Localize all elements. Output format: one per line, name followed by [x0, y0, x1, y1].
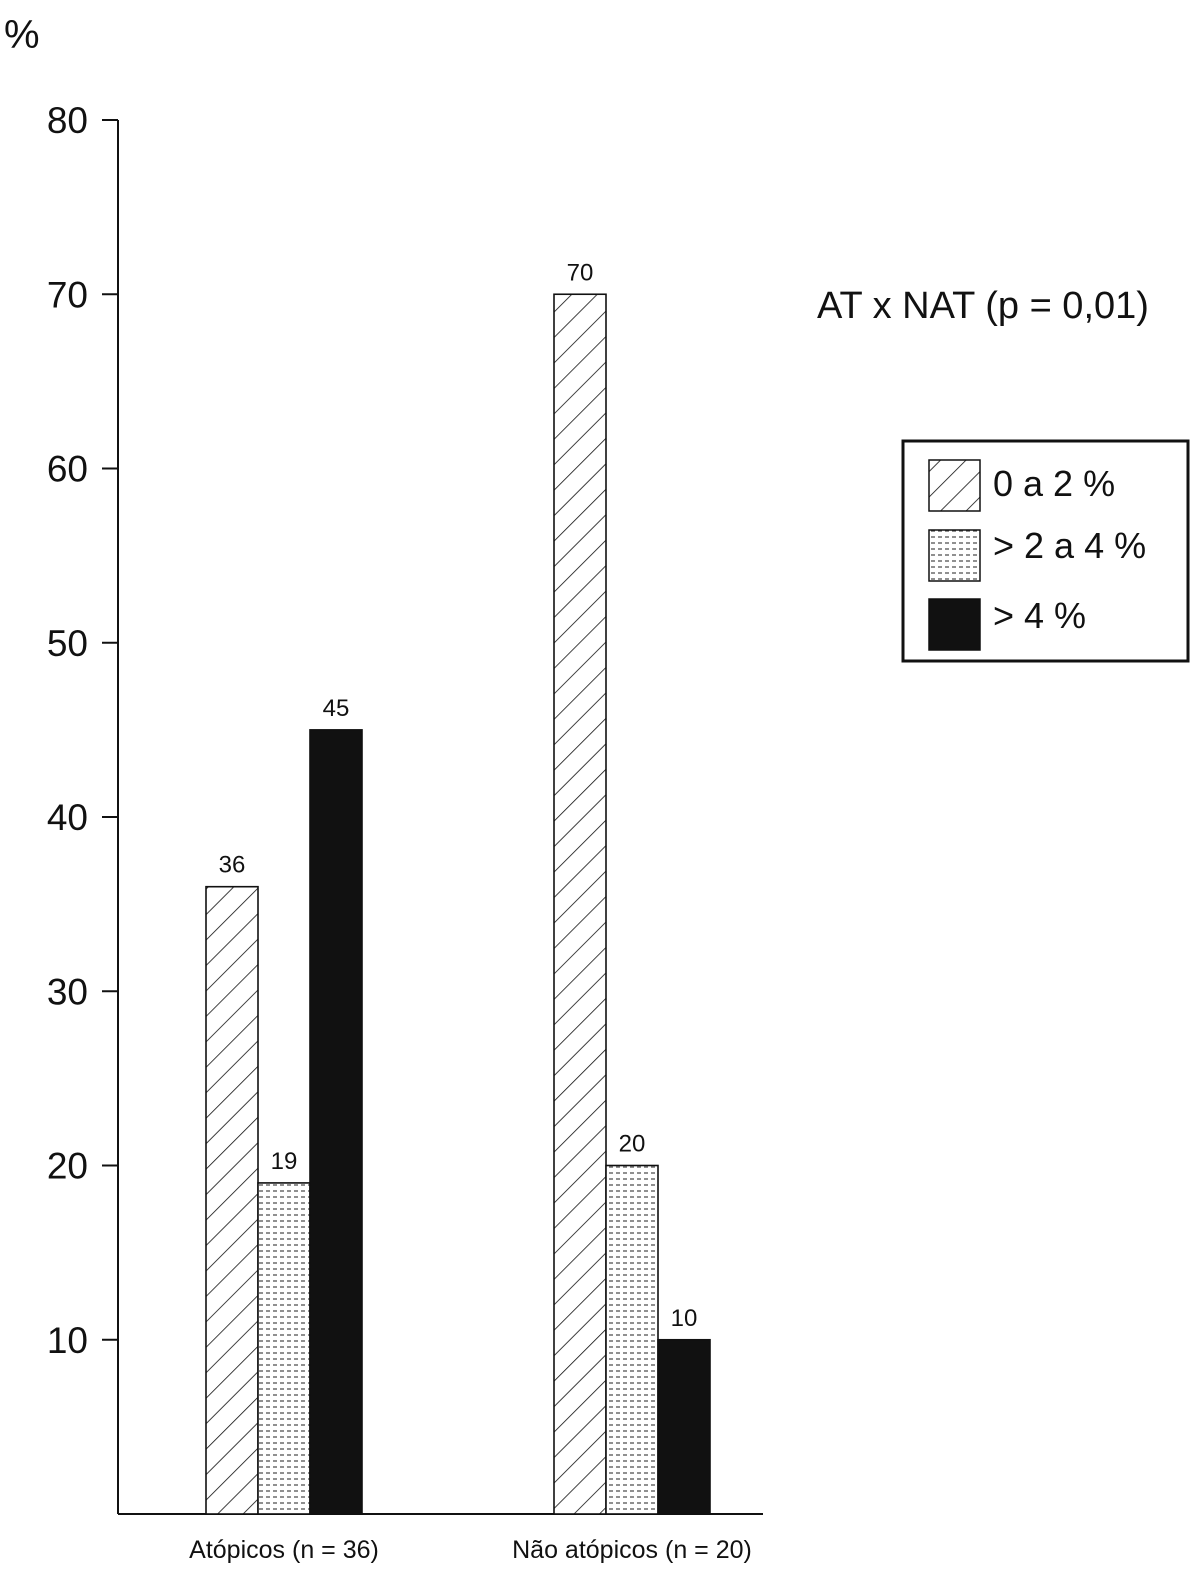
- legend-label-2-to-4: > 2 a 4 %: [993, 525, 1146, 566]
- legend-swatch-over-4: [928, 598, 981, 651]
- data-label-over-4-cat1: 10: [671, 1305, 698, 1332]
- y-tick-label-60: 60: [47, 449, 88, 490]
- legend-label-over-4: > 4 %: [993, 595, 1086, 636]
- y-tick-label-70: 70: [47, 274, 88, 315]
- y-tick-label-30: 30: [47, 971, 88, 1012]
- category-labels: Atópicos (n = 36) Não atópicos (n = 20): [189, 1536, 752, 1564]
- bar-0-to-2-cat1: [553, 293, 607, 1515]
- bar-0-to-2-cat0: [205, 885, 259, 1515]
- bar-2-to-4-cat1: [605, 1164, 659, 1515]
- category-label-0: Atópicos (n = 36): [189, 1536, 379, 1564]
- legend-swatch-2-to-4: [928, 529, 981, 582]
- bars: [205, 293, 711, 1515]
- bar-over-4-cat0: [309, 729, 363, 1515]
- y-tick-label-40: 40: [47, 797, 88, 838]
- category-label-1: Não atópicos (n = 20): [512, 1536, 752, 1564]
- y-ticks: 10 20 30 40 50 60 70 80: [47, 100, 118, 1361]
- data-label-2-to-4-cat0: 19: [271, 1148, 298, 1175]
- y-tick-label-20: 20: [47, 1146, 88, 1187]
- y-tick-label-50: 50: [47, 623, 88, 664]
- data-label-0-to-2-cat1: 70: [567, 259, 594, 286]
- data-label-over-4-cat0: 45: [323, 695, 350, 722]
- y-tick-label-10: 10: [47, 1320, 88, 1361]
- data-label-2-to-4-cat1: 20: [619, 1131, 646, 1158]
- legend-swatch-0-to-2: [928, 459, 981, 512]
- y-unit-label: %: [4, 13, 40, 57]
- bar-2-to-4-cat0: [257, 1182, 311, 1515]
- legend: 0 a 2 % > 2 a 4 % > 4 %: [901, 439, 1190, 663]
- bar-over-4-cat1: [657, 1338, 711, 1515]
- significance-annotation: AT x NAT (p = 0,01): [817, 285, 1149, 327]
- legend-label-0-to-2: 0 a 2 %: [993, 463, 1115, 504]
- data-label-0-to-2-cat0: 36: [219, 852, 246, 879]
- y-tick-label-80: 80: [47, 100, 88, 141]
- bar-data-labels: 36 70 19 20 45 10: [219, 259, 698, 1332]
